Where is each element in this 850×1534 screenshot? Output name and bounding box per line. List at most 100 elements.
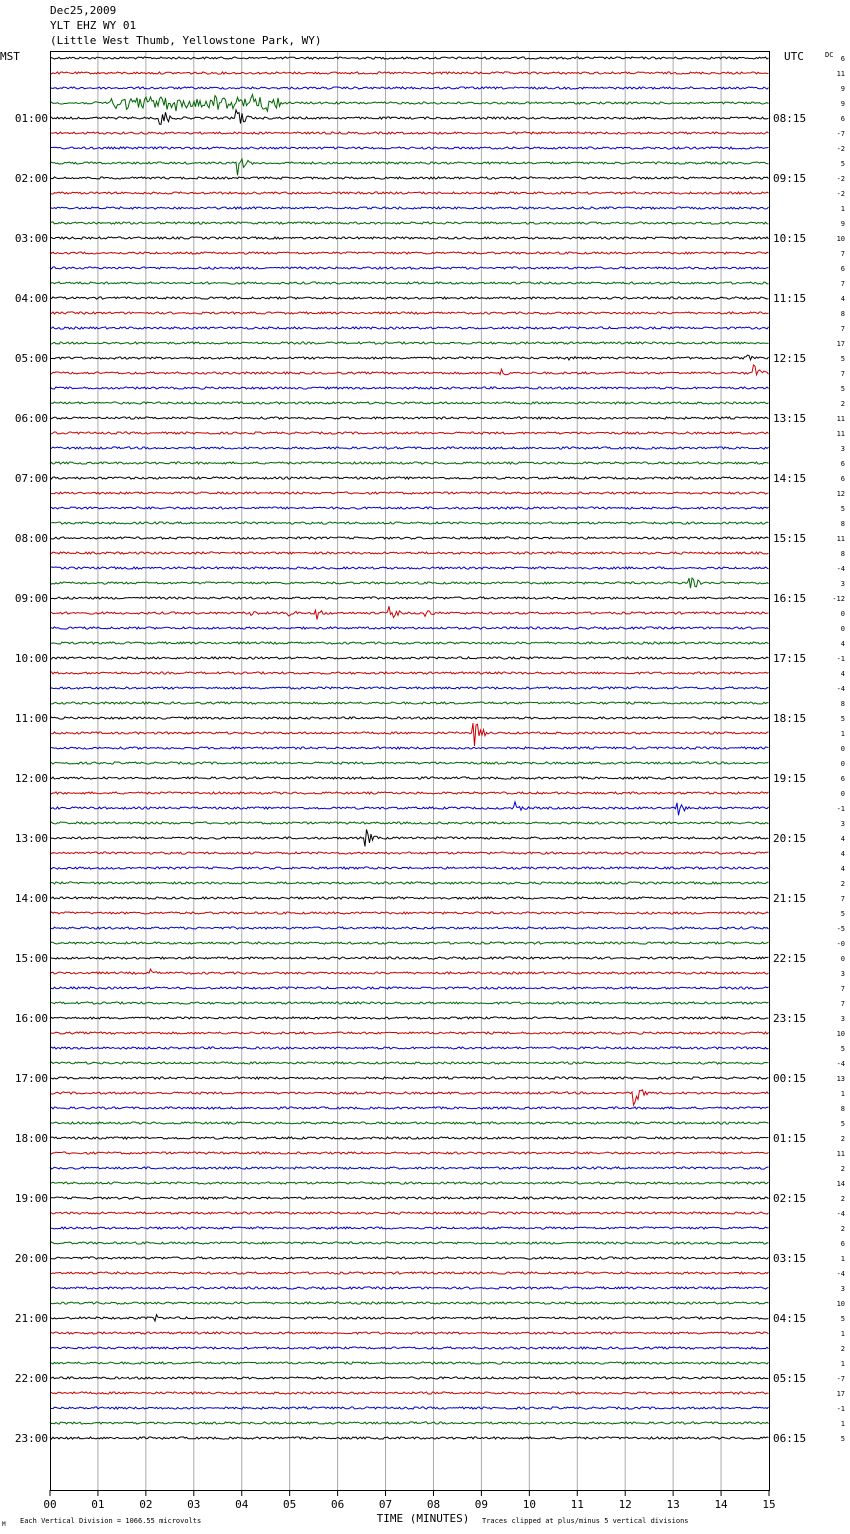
trace-38 [49, 626, 769, 630]
dc-offset-label: 1 [841, 1090, 845, 1098]
dc-offset-label: 4 [841, 865, 845, 873]
dc-offset-label: -5 [837, 925, 845, 933]
dc-offset-label: 1 [841, 1255, 845, 1263]
utc-hour-label: 22:15 [773, 952, 806, 965]
trace-87 [49, 1361, 769, 1365]
x-tick-label: 15 [762, 1498, 775, 1511]
trace-69 [49, 1089, 769, 1107]
x-tick-label: 05 [283, 1498, 296, 1511]
trace-74 [49, 1166, 769, 1170]
mst-hour-label: 12:00 [15, 772, 48, 785]
trace-37 [49, 606, 769, 620]
trace-72 [49, 1136, 769, 1140]
trace-33 [49, 551, 769, 555]
trace-63 [49, 1001, 769, 1005]
plot-grid [97, 52, 722, 1490]
trace-89 [50, 1391, 769, 1395]
trace-40 [49, 656, 769, 660]
trace-62 [49, 986, 769, 990]
utc-hour-label: 01:15 [773, 1132, 806, 1145]
mst-hour-label: 13:00 [15, 832, 48, 845]
utc-hour-label: 10:15 [773, 232, 806, 245]
mst-hour-label: 11:00 [15, 712, 48, 725]
trace-78 [49, 1226, 769, 1230]
trace-75 [50, 1181, 769, 1185]
dc-offset-label: -0 [837, 940, 845, 948]
dc-offset-label: 5 [841, 1435, 845, 1443]
trace-51 [49, 821, 769, 825]
dc-offset-label: 1 [841, 1330, 845, 1338]
dc-offset-label: 2 [841, 1345, 845, 1353]
trace-27 [49, 461, 769, 465]
dc-offset-label: 11 [837, 415, 845, 423]
mst-hour-label: 17:00 [15, 1072, 48, 1085]
utc-hour-label: 13:15 [773, 412, 806, 425]
mst-hour-label: 08:00 [15, 532, 48, 545]
dc-offset-label: 5 [841, 385, 845, 393]
trace-52 [49, 829, 769, 847]
dc-offset-label: 5 [841, 910, 845, 918]
trace-86 [49, 1346, 769, 1350]
dc-offset-label: 3 [841, 1285, 845, 1293]
dc-offset-label: 5 [841, 505, 845, 513]
x-tick-label: 11 [571, 1498, 584, 1511]
dc-offset-label: 11 [837, 430, 845, 438]
dc-offset-label: 6 [841, 775, 845, 783]
trace-88 [49, 1376, 769, 1380]
utc-hour-label: 16:15 [773, 592, 806, 605]
dc-offset-label: 11 [837, 70, 845, 78]
dc-offset-label: 17 [837, 1390, 845, 1398]
dc-offset-label: 5 [841, 160, 845, 168]
trace-76 [49, 1196, 769, 1200]
dc-offset-label: -2 [837, 190, 845, 198]
mst-hour-label: 03:00 [15, 232, 48, 245]
dc-offset-label: 11 [837, 535, 845, 543]
dc-offset-label: 5 [841, 1120, 845, 1128]
dc-offset-label: 5 [841, 715, 845, 723]
dc-offset-label: 5 [841, 1315, 845, 1323]
trace-66 [49, 1046, 769, 1050]
trace-1 [50, 71, 769, 75]
clip-note: Traces clipped at plus/minus 5 vertical … [482, 1517, 689, 1525]
mst-hour-label: 15:00 [15, 952, 48, 965]
trace-23 [49, 401, 769, 405]
trace-90 [49, 1406, 769, 1410]
trace-5 [49, 131, 769, 135]
dc-offset-label: 9 [841, 85, 845, 93]
utc-hour-label: 20:15 [773, 832, 806, 845]
trace-49 [49, 791, 769, 795]
trace-43 [49, 701, 769, 705]
dc-offset-label: 3 [841, 580, 845, 588]
dc-offset-label: -7 [837, 130, 845, 138]
trace-16 [49, 296, 769, 300]
trace-67 [49, 1061, 769, 1065]
dc-offset-label: 8 [841, 520, 845, 528]
x-tick-label: 13 [667, 1498, 680, 1511]
trace-15 [49, 281, 769, 285]
dc-offset-label: 6 [841, 115, 845, 123]
utc-hour-label: 00:15 [773, 1072, 806, 1085]
dc-offset-label: 10 [837, 1300, 845, 1308]
trace-45 [49, 723, 769, 747]
mst-hour-label: 02:00 [15, 172, 48, 185]
trace-64 [49, 1016, 769, 1020]
trace-65 [49, 1031, 769, 1035]
dc-offset-label: 7 [841, 325, 845, 333]
utc-hour-label: 15:15 [773, 532, 806, 545]
dc-offset-label: 2 [841, 1195, 845, 1203]
dc-offset-label: 8 [841, 1105, 845, 1113]
dc-offset-label: -2 [837, 145, 845, 153]
trace-57 [49, 911, 769, 915]
trace-4 [49, 108, 769, 125]
dc-offset-label: -1 [837, 1405, 845, 1413]
mst-hour-label: 14:00 [15, 892, 48, 905]
trace-11 [49, 221, 769, 225]
trace-32 [49, 536, 769, 540]
trace-30 [49, 506, 769, 510]
trace-61 [49, 967, 769, 975]
mst-hour-label: 04:00 [15, 292, 48, 305]
dc-offset-label: 6 [841, 55, 845, 63]
x-tick-label: 12 [619, 1498, 632, 1511]
utc-hour-label: 19:15 [773, 772, 806, 785]
dc-offset-label: -4 [837, 1210, 845, 1218]
